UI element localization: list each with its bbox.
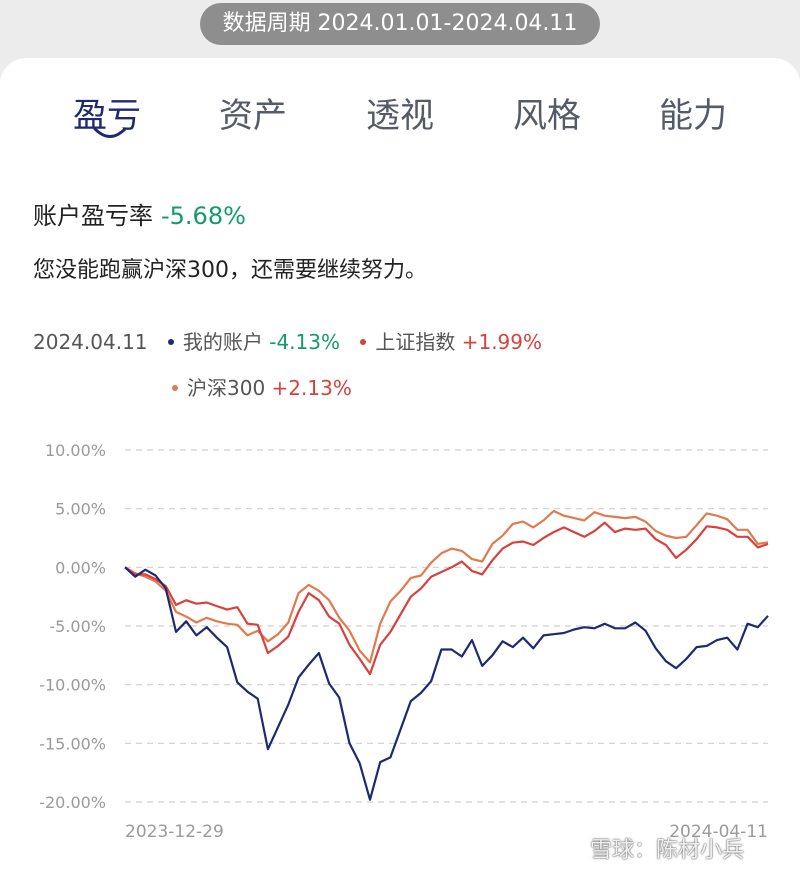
legend-date: 2024.04.11 — [33, 330, 148, 354]
tab-ability[interactable]: 能力 — [659, 96, 727, 136]
legend-value-my-account: -4.13% — [269, 330, 340, 354]
date-range-pill: 数据周期 2024.01.01-2024.04.11 — [200, 3, 600, 45]
tab-assets[interactable]: 资产 — [219, 96, 287, 136]
legend-value-sse: +1.99% — [461, 330, 543, 354]
legend-value-csi300: +2.13% — [271, 376, 352, 400]
y-tick-label: 5.00% — [55, 500, 106, 519]
profit-chart[interactable]: 10.00% 5.00% 0.00% -5.00% -10.00% -15.00% -20.… — [0, 430, 800, 850]
tab-insight[interactable]: 透视 — [366, 96, 434, 136]
date-range-label: 数据周期 2024.01.01-2024.04.11 — [222, 11, 578, 36]
tab-profit-loss[interactable]: 盈亏 — [73, 96, 141, 136]
y-tick-label: -5.00% — [49, 617, 106, 636]
y-tick-label: -20.00% — [39, 793, 106, 812]
series-line-my-account — [124, 566, 769, 801]
legend-dot-csi300 — [172, 385, 178, 391]
watermark: 雪球：陈材小兵 — [590, 838, 745, 863]
chart-legend-row2: 沪深300 +2.13% — [172, 372, 352, 401]
profit-rate-headline: 账户盈亏率 -5.68% — [33, 196, 246, 231]
y-tick-label: 0.00% — [55, 558, 106, 577]
x-tick-label: 2023-12-29 — [125, 822, 224, 842]
tab-style[interactable]: 风格 — [513, 96, 581, 136]
performance-message: 您没能跑赢沪深300，还需要继续努力。 — [33, 258, 427, 283]
legend-dot-sse — [360, 339, 367, 345]
profit-rate-title: 账户盈亏率 — [33, 202, 153, 230]
y-tick-label: 10.00% — [45, 441, 106, 460]
series-line-sse-index — [124, 521, 769, 676]
series-line-csi300 — [124, 509, 769, 664]
legend-name-csi300: 沪深300 — [187, 376, 266, 400]
y-tick-label: -15.00% — [39, 734, 106, 753]
tab-bar: 盈亏 资产 透视 风格 能力 — [0, 88, 800, 148]
y-tick-label: -10.00% — [39, 676, 106, 695]
active-tab-indicator — [93, 127, 127, 138]
legend-name-sse: 上证指数 — [375, 330, 456, 354]
profit-rate-value: -5.68% — [161, 202, 246, 230]
chart-legend: 2024.04.11 我的账户 -4.13% 上证指数 +1.99% — [33, 326, 542, 355]
x-tick-label: 2024-04-11 — [669, 822, 768, 842]
legend-name-my-account: 我的账户 — [182, 330, 263, 354]
legend-dot-my-account — [167, 339, 174, 345]
